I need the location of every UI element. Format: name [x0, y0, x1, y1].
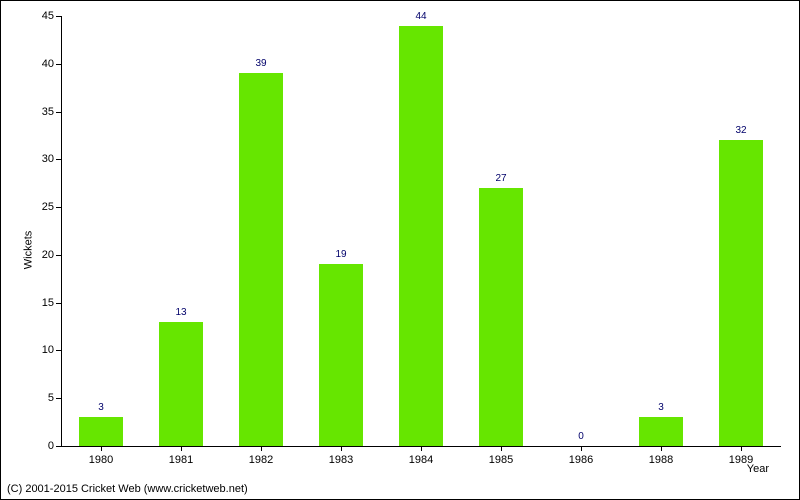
bar-value-label: 32 [735, 125, 746, 136]
y-tick-mark [56, 255, 61, 256]
y-tick-mark [56, 446, 61, 447]
bar [399, 26, 444, 446]
y-tick-mark [56, 350, 61, 351]
x-tick-label: 1982 [249, 454, 273, 466]
y-tick-mark [56, 159, 61, 160]
x-tick-label: 1988 [649, 454, 673, 466]
y-tick-mark [56, 64, 61, 65]
x-tick-label: 1989 [729, 454, 753, 466]
x-tick-mark [421, 446, 422, 451]
bar [639, 417, 684, 446]
y-tick-label: 10 [42, 344, 54, 356]
y-tick-label: 45 [42, 10, 54, 22]
y-tick-mark [56, 398, 61, 399]
y-tick-mark [56, 303, 61, 304]
x-tick-label: 1986 [569, 454, 593, 466]
x-tick-label: 1983 [329, 454, 353, 466]
plot-area: 313391944270332 [61, 16, 781, 446]
y-tick-label: 20 [42, 249, 54, 261]
bar-value-label: 39 [255, 58, 266, 69]
y-axis-label: Wickets [22, 231, 34, 270]
x-tick-mark [181, 446, 182, 451]
y-tick-label: 25 [42, 201, 54, 213]
x-tick-mark [341, 446, 342, 451]
x-tick-label: 1984 [409, 454, 433, 466]
x-tick-label: 1985 [489, 454, 513, 466]
bar [159, 322, 204, 446]
bar-value-label: 3 [658, 402, 664, 413]
y-tick-label: 0 [48, 440, 54, 452]
y-tick-mark [56, 16, 61, 17]
bar-value-label: 0 [578, 431, 584, 442]
x-tick-label: 1981 [169, 454, 193, 466]
y-tick-mark [56, 112, 61, 113]
bar [319, 264, 364, 446]
bar [239, 73, 284, 446]
x-tick-label: 1980 [89, 454, 113, 466]
x-tick-mark [741, 446, 742, 451]
wickets-bar-chart: Wickets Year 313391944270332 05101520253… [0, 0, 800, 500]
x-tick-mark [261, 446, 262, 451]
y-tick-label: 30 [42, 153, 54, 165]
bar-value-label: 3 [98, 402, 104, 413]
y-tick-mark [56, 207, 61, 208]
bar [79, 417, 124, 446]
x-tick-mark [501, 446, 502, 451]
bar [719, 140, 764, 446]
copyright-text: (C) 2001-2015 Cricket Web (www.cricketwe… [7, 483, 248, 495]
y-tick-label: 5 [48, 392, 54, 404]
x-tick-mark [661, 446, 662, 451]
x-tick-mark [101, 446, 102, 451]
bar [479, 188, 524, 446]
bar-value-label: 19 [335, 249, 346, 260]
bar-value-label: 44 [415, 11, 426, 22]
bar-value-label: 27 [495, 173, 506, 184]
y-tick-label: 40 [42, 58, 54, 70]
bar-value-label: 13 [175, 307, 186, 318]
y-tick-label: 15 [42, 297, 54, 309]
x-tick-mark [581, 446, 582, 451]
y-tick-label: 35 [42, 106, 54, 118]
